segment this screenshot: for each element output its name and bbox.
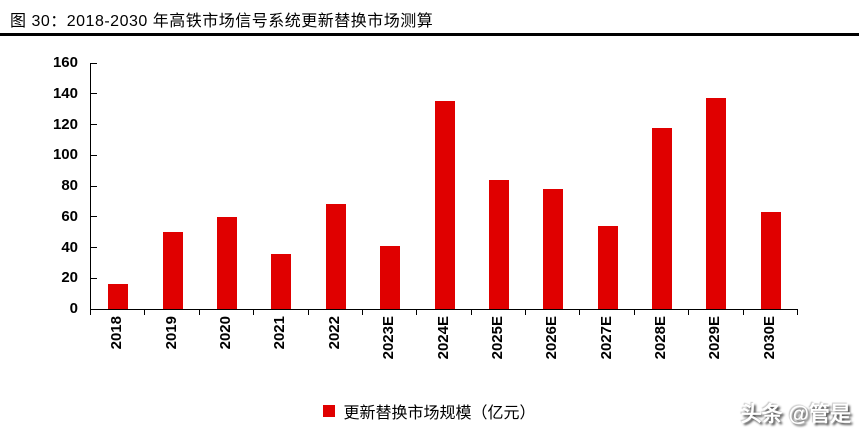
x-axis-label-2018: 2018 — [108, 316, 126, 350]
x-axis-tick — [579, 310, 581, 315]
y-axis-tick — [91, 154, 97, 156]
watermark: 头条 @管是 — [740, 403, 851, 426]
x-axis-tick — [470, 310, 472, 315]
bar-2018 — [108, 284, 129, 309]
x-axis-label-2025E: 2025E — [488, 316, 506, 360]
bar-2019 — [162, 232, 183, 309]
y-axis-tick — [91, 247, 97, 248]
y-axis-label: 0 — [69, 300, 78, 317]
x-axis-tick — [797, 310, 798, 315]
x-axis-tick — [361, 310, 363, 315]
x-axis-label-2024E: 2024E — [434, 316, 452, 360]
x-axis-label-2030E: 2030E — [760, 316, 778, 360]
x-axis-label-2022: 2022 — [325, 316, 343, 350]
y-axis-tick — [91, 216, 97, 218]
y-axis-label: 60 — [61, 207, 78, 225]
x-axis-tick — [307, 310, 309, 315]
x-axis-tick — [90, 310, 91, 315]
y-axis-label: 160 — [52, 54, 78, 71]
x-axis-tick — [253, 310, 255, 315]
bar-2022 — [325, 204, 346, 309]
x-axis-tick — [416, 310, 418, 315]
x-axis-tick — [198, 310, 200, 315]
bar-2023E — [380, 245, 401, 309]
bar-2028E — [652, 127, 673, 309]
x-axis-tick — [633, 310, 635, 315]
legend-marker-icon — [323, 405, 336, 417]
bar-2026E — [543, 189, 564, 309]
bar-2020 — [216, 216, 237, 309]
bar-2024E — [434, 101, 455, 309]
x-axis-label-2026E: 2026E — [543, 316, 561, 360]
x-axis-label-2023E: 2023E — [380, 316, 398, 360]
x-axis-tick — [688, 310, 690, 315]
y-axis-label: 140 — [52, 84, 78, 102]
y-axis-tick — [91, 62, 97, 64]
legend-label: 更新替换市场规模（亿元） — [343, 405, 536, 422]
bar-2027E — [597, 225, 618, 309]
x-axis-label-2029E: 2029E — [706, 316, 724, 360]
y-axis-tick — [91, 277, 97, 279]
x-axis-label-2028E: 2028E — [652, 316, 670, 360]
bar-2025E — [488, 179, 509, 309]
y-axis-label: 120 — [52, 115, 78, 133]
figure-title: 图 30：2018-2030 年高铁市场信号系统更新替换市场测算 — [10, 13, 434, 30]
y-axis-tick — [91, 185, 97, 187]
x-axis-tick — [525, 310, 527, 315]
bar-2029E — [706, 98, 727, 309]
y-axis-label: 20 — [61, 269, 78, 287]
x-axis-label-2020: 2020 — [216, 316, 234, 350]
y-axis-tick — [91, 124, 97, 125]
y-axis-label: 80 — [61, 177, 78, 194]
title-rule — [0, 33, 859, 36]
bar-2021 — [271, 253, 292, 309]
x-axis-tick — [742, 310, 744, 315]
y-axis-tick — [91, 93, 97, 95]
bar-2030E — [760, 212, 781, 309]
y-axis-label: 40 — [61, 238, 78, 256]
legend: 更新替换市场规模（亿元） — [0, 399, 859, 423]
x-axis-label-2019: 2019 — [162, 316, 180, 350]
y-axis-label: 100 — [52, 146, 78, 164]
x-axis-label-2021: 2021 — [271, 316, 289, 350]
x-axis-label-2027E: 2027E — [597, 316, 615, 360]
plot-area — [90, 62, 798, 310]
x-axis-tick — [144, 310, 146, 315]
